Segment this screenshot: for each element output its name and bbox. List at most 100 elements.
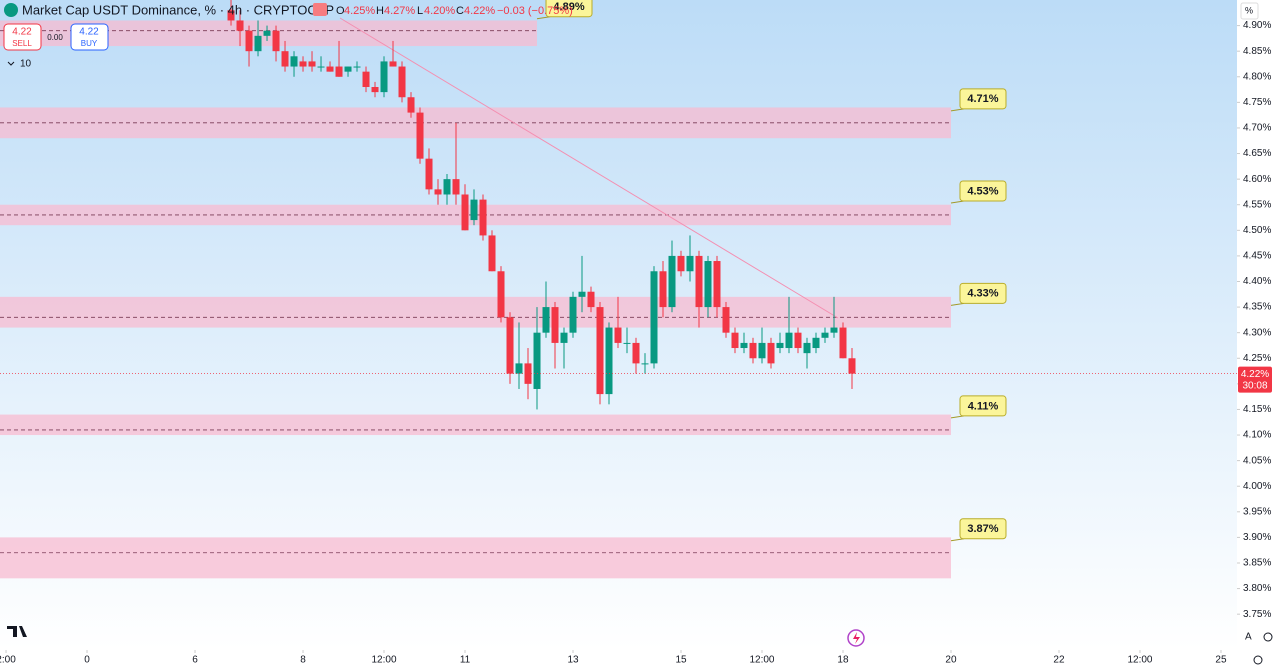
x-tick-label: 0 [84,655,90,666]
low-label: L [417,5,423,17]
candle-body [461,194,469,231]
zone-label: 4.53% [967,185,998,197]
candle-body [749,342,757,359]
candle-body [551,307,559,343]
buy-button[interactable] [70,23,109,51]
zone-label-box [959,180,1007,202]
candle-body [236,20,244,31]
candle-body [515,363,523,374]
zone-label: 4.71% [967,93,998,105]
candle-body [848,358,856,374]
candle-body [830,327,838,333]
candle-body [722,307,730,333]
zone-label-box [959,395,1007,417]
countdown: 30:08 [1242,380,1267,391]
candle-body [290,56,298,67]
candle-body [794,332,802,349]
zone [0,537,951,579]
y-tick-label: 4.00% [1243,481,1271,492]
flag-icon[interactable] [313,3,327,16]
candle-body [533,332,541,389]
y-tick-label: 4.40% [1243,276,1271,287]
candle-body [740,342,748,349]
settings-icon[interactable] [1263,632,1273,642]
candle-body [596,307,604,395]
event-icon[interactable] [847,629,865,647]
open-label: O [336,5,345,17]
candle-body [308,61,316,67]
candle-body [569,296,577,333]
y-tick-label: 4.90% [1243,20,1271,31]
collapse-caret[interactable] [7,61,15,66]
y-tick-label: 3.95% [1243,506,1271,517]
zone-label: 4.89% [553,1,584,13]
buy-price: 4.22 [79,27,99,38]
candle-body [272,30,280,52]
y-tick-label: 4.30% [1243,327,1271,338]
open-value: 4.25% [344,5,375,17]
high-value: 4.27% [384,5,415,17]
zone-label-box [545,0,593,18]
last-price-box [1238,366,1272,393]
candle-body [371,87,379,93]
x-tick-label: 2:00 [0,655,16,666]
y-tick-label: 3.90% [1243,532,1271,543]
sell-price: 4.22 [12,27,32,38]
candle-body [434,189,442,195]
x-tick-label: 18 [837,655,849,666]
spread: 0.00 [47,33,63,42]
symbol-icon [4,3,18,17]
candle-body [587,291,595,308]
settings-icon-2[interactable] [1253,655,1263,665]
sell-button[interactable] [3,23,42,51]
candle-body [443,179,451,195]
candle-body [389,61,397,67]
zone-label-box [959,518,1007,540]
candle-body [254,35,262,52]
candle-body [578,291,586,297]
candle-body [380,61,388,93]
event-bolt [853,632,860,644]
y-tick-label: 4.85% [1243,46,1271,57]
logo [7,626,27,637]
zone [0,296,951,328]
auto-label[interactable]: A [1245,632,1252,643]
y-tick-label: 4.55% [1243,199,1271,210]
candle-body [335,66,343,77]
x-tick-label: 12:00 [749,655,774,666]
last-price-label: 4.22% [1241,369,1269,380]
trend-line [339,17,839,319]
indicator-count[interactable]: 10 [20,59,32,70]
zone-label: 3.87% [967,523,998,535]
zone-label-box [959,88,1007,110]
candle-body [659,271,667,308]
zone-label: 4.33% [967,288,998,300]
candle-body [839,327,847,359]
scale-button[interactable] [1240,2,1259,20]
candle-body [614,327,622,343]
auto-button[interactable] [1240,629,1257,645]
candle-body [731,332,739,349]
x-tick-label: 8 [300,655,306,666]
candle-body [488,235,496,272]
x-tick-label: 12:00 [1127,655,1152,666]
scale-mode[interactable]: % [1245,5,1253,15]
x-tick-label: 11 [460,655,471,666]
y-tick-label: 4.80% [1243,71,1271,82]
candle-body [650,271,658,364]
candle-body [470,199,478,221]
zone [0,414,951,436]
y-tick-label: 3.80% [1243,583,1271,594]
candle-body [560,332,568,343]
candle-body [713,261,721,308]
candle-body [776,342,784,349]
candle-body [326,66,334,72]
candle-body [767,342,775,364]
candle-body [542,307,550,333]
x-tick-label: 22 [1053,655,1065,666]
symbol-title: Market Cap USDT Dominance, % · 4h · CRYP… [22,2,334,17]
candle-body [758,342,766,359]
candle-body [398,66,406,98]
zone-labels: 4.89% 4.71% 4.53% 4.33% 4.11% 3.87% [536,0,1007,542]
